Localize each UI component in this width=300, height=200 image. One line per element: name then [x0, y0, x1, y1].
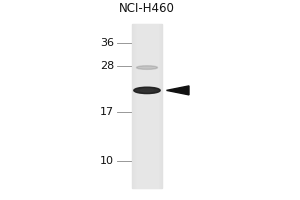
Text: NCI-H460: NCI-H460	[119, 2, 175, 15]
Bar	[133, 24, 161, 188]
Bar	[135, 24, 159, 188]
Text: 36: 36	[100, 38, 114, 48]
Text: 10: 10	[100, 156, 114, 166]
Bar	[136, 24, 158, 188]
Bar	[134, 24, 160, 188]
Bar	[132, 24, 162, 188]
Bar	[136, 24, 158, 188]
Text: 28: 28	[100, 61, 114, 71]
Ellipse shape	[140, 89, 154, 92]
Polygon shape	[167, 86, 189, 95]
Bar	[138, 24, 156, 188]
Ellipse shape	[136, 66, 158, 69]
Bar	[137, 24, 157, 188]
Text: 17: 17	[100, 107, 114, 117]
Ellipse shape	[134, 87, 160, 94]
Bar	[132, 24, 162, 188]
